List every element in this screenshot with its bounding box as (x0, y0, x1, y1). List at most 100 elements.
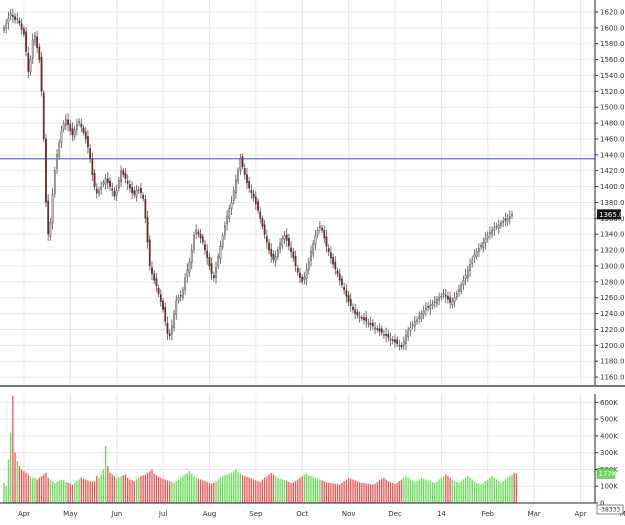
candle-body (217, 256, 220, 267)
candle-body (433, 301, 436, 303)
candle-body (464, 275, 467, 279)
candle-body (29, 59, 32, 72)
candle-body (53, 170, 56, 194)
volume-bar (120, 476, 122, 503)
volume-bar (319, 479, 321, 503)
volume-bar (155, 475, 158, 503)
volume-bar (100, 474, 102, 503)
volume-bar (294, 481, 297, 503)
volume-bar (14, 452, 16, 503)
volume-bar (38, 477, 41, 503)
volume-bar (208, 482, 211, 503)
candle-body (201, 236, 204, 243)
volume-bar (511, 474, 513, 503)
candle-body (228, 208, 231, 219)
candle-body (316, 230, 319, 236)
candle-body (345, 290, 348, 297)
candle-body (219, 245, 222, 259)
volume-bar (354, 480, 356, 503)
candle-body (396, 339, 399, 344)
volume-bar (314, 477, 317, 503)
candle-body (168, 333, 171, 336)
candle-body (389, 338, 392, 341)
volume-bar (469, 477, 471, 503)
y-tick-label: 1380.0 (600, 199, 625, 207)
volume-bar (363, 483, 365, 503)
volume-bar (283, 480, 286, 503)
candle-body (343, 287, 346, 290)
y-tick-label: 1440.0 (600, 151, 625, 159)
volume-bar (230, 472, 233, 503)
candle-body (279, 243, 281, 249)
candle-body (299, 272, 301, 279)
candle-body (261, 218, 264, 227)
candle-body (206, 250, 209, 259)
candle-body (100, 186, 103, 190)
candle-body (153, 273, 156, 281)
x-tick-label: 14 (437, 510, 446, 518)
volume-bar (407, 477, 409, 503)
volume-bar (403, 477, 405, 503)
candle-body (334, 261, 337, 270)
volume-bar (144, 474, 147, 503)
volume-bar (392, 482, 394, 503)
volume-bar (80, 477, 82, 503)
volume-bar (180, 477, 182, 503)
volume-bar (56, 482, 58, 503)
candle-body (471, 259, 474, 264)
volume-bar (372, 484, 374, 503)
candle-body (177, 297, 180, 301)
candle-body (272, 253, 275, 260)
candle-body (182, 289, 184, 298)
volume-bar (60, 479, 63, 503)
candle-body (427, 306, 429, 308)
candle-body (195, 230, 198, 234)
volume-bar (104, 445, 107, 503)
candle-body (122, 170, 125, 175)
volume-bar (478, 483, 480, 503)
volume-bar (460, 481, 462, 503)
volume-bar (113, 476, 116, 503)
volume-bar (7, 459, 10, 503)
candle-body (93, 172, 96, 187)
volume-bar (5, 486, 7, 503)
volume-bar (350, 478, 352, 503)
candle-body (460, 284, 463, 292)
candle-body (241, 156, 244, 167)
candle-body (9, 13, 12, 17)
y-tick-label: 1400.0 (600, 183, 625, 191)
volume-bar (266, 476, 268, 503)
candle-body (166, 322, 169, 334)
volume-bar (85, 479, 87, 503)
candle-body (126, 180, 129, 184)
volume-bar (323, 481, 325, 503)
candle-body (363, 317, 365, 321)
volume-bar (199, 479, 202, 503)
y-tick-label: 1560.0 (600, 56, 625, 64)
candle-body (18, 20, 21, 24)
volume-bar (129, 479, 131, 503)
candle-body (5, 23, 8, 29)
candle-body (56, 154, 58, 169)
volume-bar (29, 476, 32, 503)
candle-body (431, 303, 434, 306)
candle-body (175, 300, 178, 315)
volume-bar (146, 472, 149, 503)
x-tick-label: Nov (342, 510, 356, 518)
candle-body (321, 227, 323, 231)
volume-bar (76, 481, 78, 503)
x-tick-label: May (63, 510, 77, 518)
candle-body (135, 190, 138, 197)
candle-body (199, 233, 202, 239)
volume-bar (248, 477, 250, 503)
volume-bar (51, 481, 54, 503)
volume-bar (235, 469, 237, 503)
candle-body (184, 277, 186, 290)
vol-tick-label: 400K (600, 432, 618, 440)
volume-bar (321, 480, 323, 503)
volume-bar (389, 482, 392, 503)
candle-body (449, 297, 452, 303)
candle-body (31, 39, 34, 59)
volume-bar (184, 474, 186, 503)
volume-bar (127, 477, 129, 503)
